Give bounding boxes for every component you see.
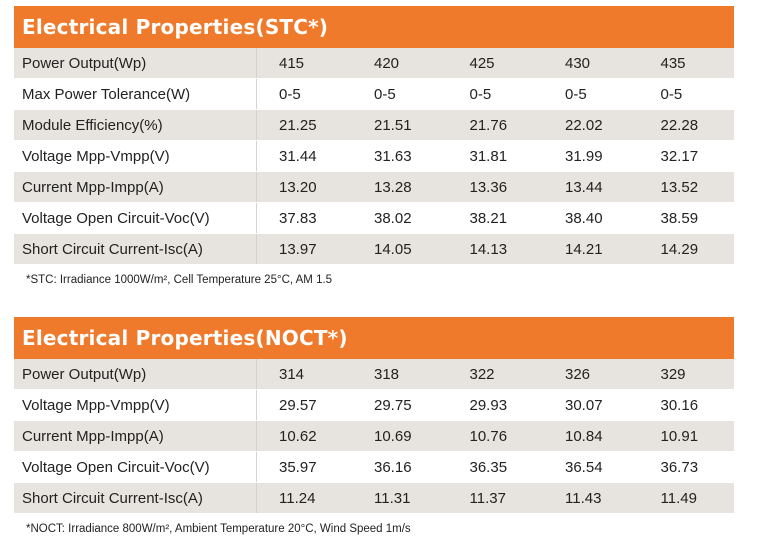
stc-section: Electrical Properties(STC*) Power Output… — [14, 6, 734, 286]
row-value: 318 — [352, 359, 448, 390]
row-value: 21.51 — [352, 109, 448, 141]
row-label: Power Output(Wp) — [14, 359, 257, 390]
row-value: 31.44 — [256, 140, 352, 172]
row-value: 31.81 — [447, 140, 543, 172]
row-value: 35.97 — [256, 451, 352, 483]
row-label: Voltage Mpp-Vmpp(V) — [14, 389, 257, 421]
row-value: 11.31 — [352, 482, 448, 514]
row-value: 14.05 — [352, 233, 448, 265]
row-value: 29.57 — [256, 389, 352, 421]
row-value: 13.52 — [638, 171, 734, 203]
row-value: 425 — [447, 48, 543, 79]
row-label: Short Circuit Current-Isc(A) — [14, 482, 257, 514]
stc-title: Electrical Properties(STC*) — [14, 6, 734, 48]
row-value: 30.16 — [638, 389, 734, 421]
row-label: Voltage Open Circuit-Voc(V) — [14, 202, 257, 234]
row-value: 10.62 — [256, 420, 352, 452]
row-value: 22.28 — [638, 109, 734, 141]
table-row: Voltage Mpp-Vmpp(V) 31.44 31.63 31.81 31.99 3… — [14, 140, 734, 172]
row-value: 11.37 — [447, 482, 543, 514]
row-value: 322 — [447, 359, 543, 390]
table-row: Voltage Open Circuit-Voc(V) 37.83 38.02 38.… — [14, 202, 734, 234]
table-row: Short Circuit Current-Isc(A) 11.24 11.31 11… — [14, 482, 734, 514]
noct-table-body: Power Output(Wp) 314 318 322 326 329 Voltage M… — [14, 359, 734, 514]
row-label: Current Mpp-Impp(A) — [14, 171, 257, 203]
row-value: 37.83 — [256, 202, 352, 234]
row-label: Voltage Mpp-Vmpp(V) — [14, 140, 257, 172]
row-label: Power Output(Wp) — [14, 48, 257, 79]
noct-table: Power Output(Wp) 314 318 322 326 329 Voltage M… — [14, 359, 734, 514]
table-row: Short Circuit Current-Isc(A) 13.97 14.05 14… — [14, 233, 734, 265]
row-value: 430 — [543, 48, 639, 79]
row-value: 13.97 — [256, 233, 352, 265]
row-label: Max Power Tolerance(W) — [14, 78, 257, 110]
row-value: 36.73 — [638, 451, 734, 483]
row-value: 0-5 — [256, 78, 352, 110]
stc-table: Power Output(Wp) 415 420 425 430 435 Max Power… — [14, 48, 734, 265]
row-value: 14.21 — [543, 233, 639, 265]
row-value: 435 — [638, 48, 734, 79]
row-value: 14.13 — [447, 233, 543, 265]
row-label: Short Circuit Current-Isc(A) — [14, 233, 257, 265]
row-value: 29.93 — [447, 389, 543, 421]
row-label: Current Mpp-Impp(A) — [14, 420, 257, 452]
row-value: 31.63 — [352, 140, 448, 172]
stc-table-body: Power Output(Wp) 415 420 425 430 435 Max Power… — [14, 48, 734, 265]
row-value: 10.76 — [447, 420, 543, 452]
row-value: 11.24 — [256, 482, 352, 514]
row-value: 32.17 — [638, 140, 734, 172]
row-value: 30.07 — [543, 389, 639, 421]
row-value: 38.21 — [447, 202, 543, 234]
row-value: 38.59 — [638, 202, 734, 234]
row-value: 22.02 — [543, 109, 639, 141]
row-value: 36.35 — [447, 451, 543, 483]
table-row: Max Power Tolerance(W) 0-5 0-5 0-5 0-5 0-5 — [14, 78, 734, 110]
table-row: Power Output(Wp) 314 318 322 326 329 — [14, 359, 734, 390]
row-value: 10.91 — [638, 420, 734, 452]
table-row: Voltage Mpp-Vmpp(V) 29.57 29.75 29.93 30.07 3… — [14, 389, 734, 421]
table-row: Voltage Open Circuit-Voc(V) 35.97 36.16 36.… — [14, 451, 734, 483]
stc-footnote: *STC: Irradiance 1000W/m², Cell Temperat… — [26, 274, 333, 286]
row-value: 31.99 — [543, 140, 639, 172]
row-value: 0-5 — [352, 78, 448, 110]
row-value: 38.02 — [352, 202, 448, 234]
row-value: 14.29 — [638, 233, 734, 265]
row-value: 420 — [352, 48, 448, 79]
row-value: 0-5 — [638, 78, 734, 110]
row-value: 13.20 — [256, 171, 352, 203]
row-value: 314 — [256, 359, 352, 390]
noct-section: Electrical Properties(NOCT*) Power Outpu… — [14, 317, 734, 535]
row-value: 10.84 — [543, 420, 639, 452]
row-value: 21.76 — [447, 109, 543, 141]
row-value: 11.43 — [543, 482, 639, 514]
row-value: 329 — [638, 359, 734, 390]
row-value: 13.44 — [543, 171, 639, 203]
table-row: Module Efficiency(%) 21.25 21.51 21.76 22.02… — [14, 109, 734, 141]
row-value: 13.28 — [352, 171, 448, 203]
row-value: 0-5 — [447, 78, 543, 110]
row-value: 11.49 — [638, 482, 734, 514]
row-value: 10.69 — [352, 420, 448, 452]
row-value: 415 — [256, 48, 352, 79]
row-value: 0-5 — [543, 78, 639, 110]
table-row: Current Mpp-Impp(A) 13.20 13.28 13.36 13.44 1… — [14, 171, 734, 203]
row-value: 38.40 — [543, 202, 639, 234]
row-value: 29.75 — [352, 389, 448, 421]
table-row: Current Mpp-Impp(A) 10.62 10.69 10.76 10.84 1… — [14, 420, 734, 452]
row-label: Voltage Open Circuit-Voc(V) — [14, 451, 257, 483]
row-value: 36.16 — [352, 451, 448, 483]
row-value: 13.36 — [447, 171, 543, 203]
row-value: 21.25 — [256, 109, 352, 141]
noct-title: Electrical Properties(NOCT*) — [14, 317, 734, 359]
table-row: Power Output(Wp) 415 420 425 430 435 — [14, 48, 734, 79]
row-value: 36.54 — [543, 451, 639, 483]
row-label: Module Efficiency(%) — [14, 109, 257, 141]
row-value: 326 — [543, 359, 639, 390]
noct-footnote: *NOCT: Irradiance 800W/m², Ambient Tempe… — [26, 523, 411, 535]
